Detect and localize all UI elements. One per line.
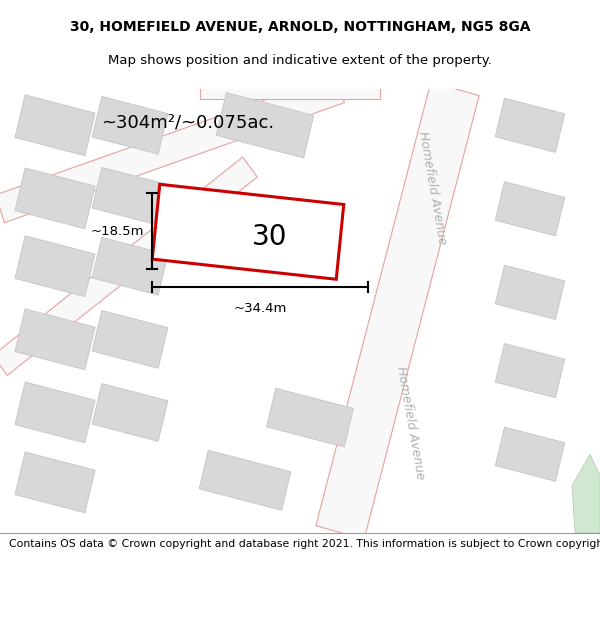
Polygon shape <box>15 452 95 512</box>
Polygon shape <box>0 157 257 376</box>
Polygon shape <box>92 168 168 225</box>
Polygon shape <box>152 184 344 279</box>
Text: Homefield Avenue: Homefield Avenue <box>394 365 427 481</box>
Polygon shape <box>15 168 95 229</box>
Polygon shape <box>496 98 565 152</box>
Text: Homefield Avenue: Homefield Avenue <box>416 130 448 246</box>
Polygon shape <box>92 384 168 441</box>
Polygon shape <box>496 427 565 481</box>
Polygon shape <box>15 382 95 442</box>
Polygon shape <box>199 450 291 510</box>
Text: ~304m²/~0.075ac.: ~304m²/~0.075ac. <box>101 113 275 131</box>
Text: 30: 30 <box>252 223 288 251</box>
Polygon shape <box>92 96 168 154</box>
Polygon shape <box>200 78 380 99</box>
Polygon shape <box>15 95 95 156</box>
Polygon shape <box>92 311 168 368</box>
Polygon shape <box>496 182 565 236</box>
Text: 30, HOMEFIELD AVENUE, ARNOLD, NOTTINGHAM, NG5 8GA: 30, HOMEFIELD AVENUE, ARNOLD, NOTTINGHAM… <box>70 19 530 34</box>
Polygon shape <box>496 265 565 319</box>
Text: ~18.5m: ~18.5m <box>91 225 144 238</box>
Text: Map shows position and indicative extent of the property.: Map shows position and indicative extent… <box>108 54 492 66</box>
Polygon shape <box>0 75 344 222</box>
Polygon shape <box>92 238 168 295</box>
Polygon shape <box>496 344 565 398</box>
Polygon shape <box>266 388 353 447</box>
Polygon shape <box>216 92 314 158</box>
Polygon shape <box>15 236 95 297</box>
Polygon shape <box>572 454 600 532</box>
Text: ~34.4m: ~34.4m <box>233 302 287 315</box>
Polygon shape <box>15 309 95 370</box>
Polygon shape <box>316 82 479 539</box>
Text: Contains OS data © Crown copyright and database right 2021. This information is : Contains OS data © Crown copyright and d… <box>9 539 600 549</box>
